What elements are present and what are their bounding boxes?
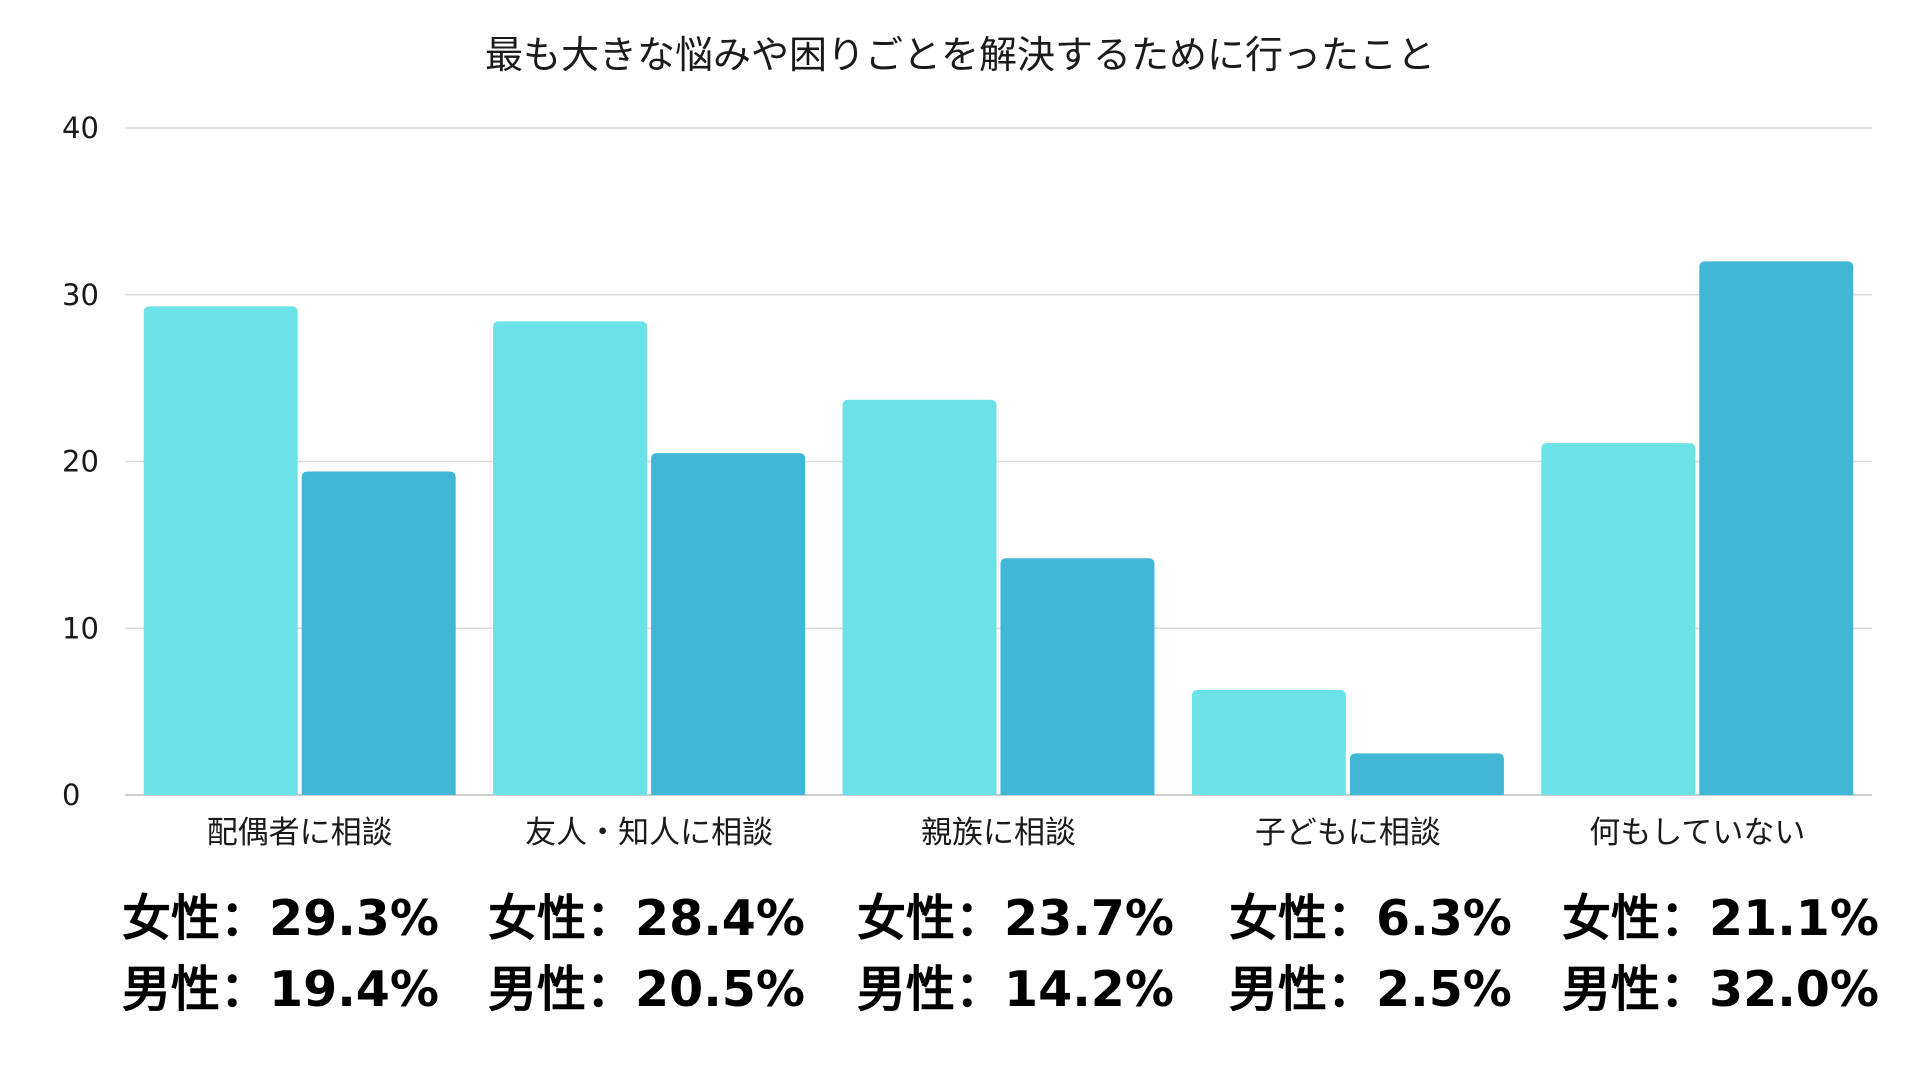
bars	[143, 261, 1854, 795]
male-percentage-label: 男性：14.2%	[857, 961, 1174, 1018]
percentage-annotations: 女性：29.3% 女性：28.4% 女性：23.7% 女性：6.3% 女性：21.1% 男…	[122, 890, 1879, 1018]
x-category-label: 友人・知人に相談	[525, 815, 773, 851]
female-percentage-label: 女性：6.3%	[1229, 890, 1512, 947]
bar	[842, 399, 997, 795]
y-tick-label: 40	[62, 111, 99, 145]
chart-title: 最も大きな悩みや困りごとを解決するために行ったこと	[485, 33, 1435, 77]
y-axis-ticks: 0 10 20 30 40	[62, 111, 99, 812]
bar	[1541, 443, 1696, 795]
female-percentage-label: 女性：29.3%	[122, 890, 439, 947]
y-tick-label: 30	[62, 278, 99, 312]
bar	[301, 471, 456, 795]
bar	[1191, 689, 1346, 795]
bar	[1349, 753, 1504, 795]
y-tick-label: 20	[62, 445, 99, 479]
male-percentage-label: 男性：20.5%	[488, 961, 805, 1018]
bar	[651, 453, 806, 795]
x-axis-labels: 配偶者に相談 友人・知人に相談 親族に相談 子どもに相談 何もしていない	[207, 815, 1806, 851]
male-percentage-label: 男性：32.0%	[1562, 961, 1879, 1018]
x-category-label: 子どもに相談	[1255, 815, 1441, 851]
bar	[1699, 261, 1854, 795]
y-tick-label: 10	[62, 611, 99, 645]
y-tick-label: 0	[62, 778, 80, 812]
male-percentage-label: 男性：19.4%	[122, 961, 439, 1018]
x-category-label: 親族に相談	[921, 815, 1076, 851]
x-category-label: 配偶者に相談	[207, 815, 393, 851]
male-percentage-label: 男性：2.5%	[1229, 961, 1512, 1018]
bar	[143, 306, 298, 795]
female-percentage-label: 女性：28.4%	[488, 890, 805, 947]
x-category-label: 何もしていない	[1589, 815, 1805, 851]
bar	[493, 321, 648, 795]
bar	[1000, 558, 1155, 795]
female-percentage-label: 女性：23.7%	[857, 890, 1174, 947]
female-percentage-label: 女性：21.1%	[1562, 890, 1879, 947]
